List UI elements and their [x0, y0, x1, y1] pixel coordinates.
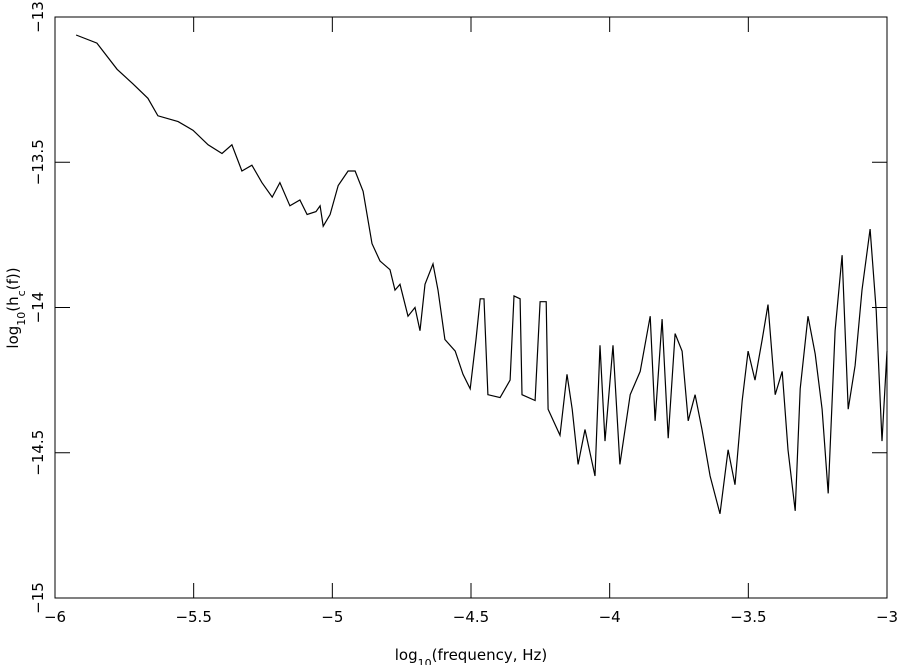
- y-tick-label: −13.5: [29, 139, 47, 185]
- x-tick-label: −3.5: [730, 608, 766, 626]
- x-tick-label: −4.5: [453, 608, 489, 626]
- ylabel-part: (f)): [4, 267, 22, 290]
- x-tick-label: −6: [44, 608, 66, 626]
- x-tick-label: −5.5: [175, 608, 211, 626]
- x-axis-label: log10(frequency, Hz): [395, 646, 548, 665]
- ylabel-part: 10: [15, 312, 28, 326]
- y-tick-label: −13: [29, 1, 47, 33]
- x-tick-label: −4: [599, 608, 621, 626]
- ylabel-part: (h: [4, 296, 22, 311]
- y-axis-label: log10(hc(f)): [4, 267, 28, 348]
- plot-frame: [54, 16, 888, 599]
- ylabel-part: log: [4, 326, 22, 349]
- x-tick-label: −5: [321, 608, 343, 626]
- y-tick-label: −14: [29, 292, 47, 324]
- xlabel-part: (frequency, Hz): [432, 646, 548, 664]
- data-line: [75, 34, 888, 514]
- ylabel-part: c: [15, 290, 28, 296]
- y-tick-label: −14.5: [29, 430, 47, 476]
- y-tick-label: −15: [29, 582, 47, 614]
- x-tick-label: −3: [876, 608, 898, 626]
- xlabel-part: log: [395, 646, 418, 664]
- xlabel-part: 10: [418, 657, 432, 665]
